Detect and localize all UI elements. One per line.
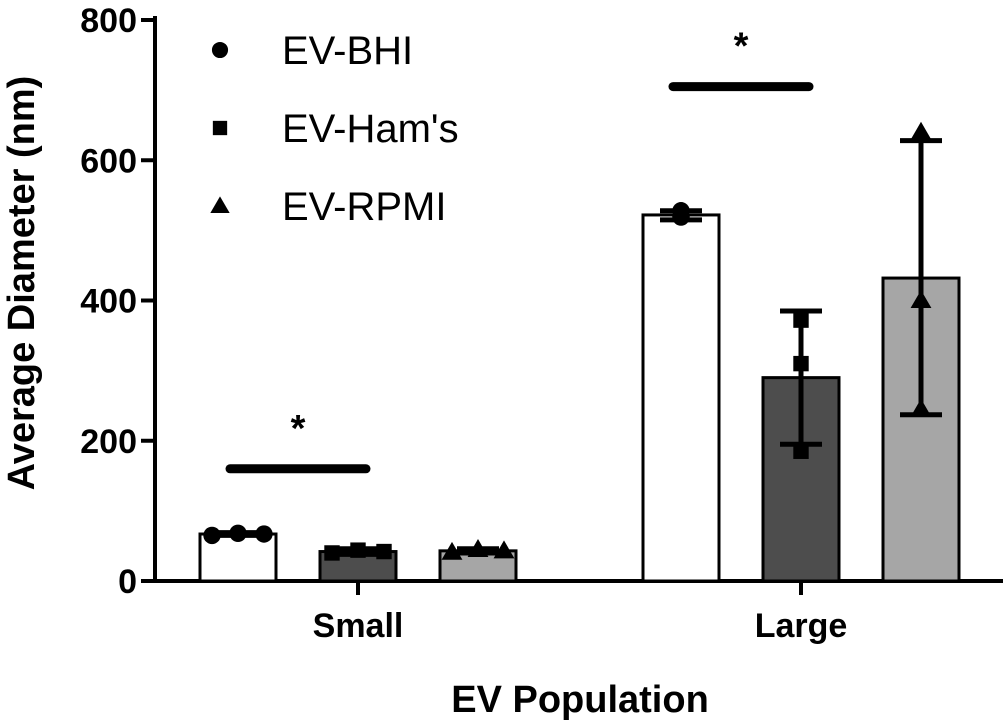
circle-marker (672, 207, 690, 226)
square-marker (212, 120, 228, 136)
triangle-marker (441, 541, 463, 560)
x-tick-label: Large (755, 607, 848, 645)
circle-marker (203, 526, 221, 545)
data-points (203, 121, 932, 561)
circle-marker (255, 525, 273, 543)
significance-label: * (734, 26, 749, 68)
y-axis-title: Average Diameter (nm) (1, 76, 43, 491)
legend-label: EV-Ham's (282, 107, 459, 151)
triangle-marker (910, 121, 932, 140)
triangle-marker (910, 398, 932, 417)
square-marker (793, 355, 809, 372)
triangle-marker (910, 290, 932, 309)
bars (198, 213, 961, 583)
square-marker (324, 545, 340, 561)
significance-label: * (291, 408, 306, 450)
square-marker (350, 542, 366, 558)
y-tick-label: 600 (80, 142, 137, 180)
square-marker (376, 543, 392, 560)
bar (761, 376, 841, 583)
x-axis-title: EV Population (451, 679, 709, 721)
y-tick-label: 200 (80, 423, 137, 461)
bar (641, 213, 721, 583)
legend-label: EV-BHI (282, 29, 413, 73)
triangle-marker (210, 196, 230, 214)
y-tick-label: 800 (80, 2, 137, 40)
square-marker (793, 312, 809, 328)
y-tick-label: 400 (80, 283, 137, 321)
x-tick-label: Small (313, 607, 404, 645)
circle-marker (211, 41, 229, 59)
axes: 0 200 400 600 800 Small Large (80, 2, 1003, 645)
significance-marks: ** (225, 26, 814, 474)
square-marker (793, 443, 809, 459)
y-tick-label: 0 (118, 563, 137, 601)
circle-marker (229, 524, 247, 542)
triangle-marker (493, 540, 515, 559)
error-bars (217, 138, 942, 557)
legend: EV-BHI EV-Ham's EV-RPMI (210, 29, 459, 229)
legend-label: EV-RPMI (282, 185, 446, 229)
triangle-marker (467, 539, 489, 558)
